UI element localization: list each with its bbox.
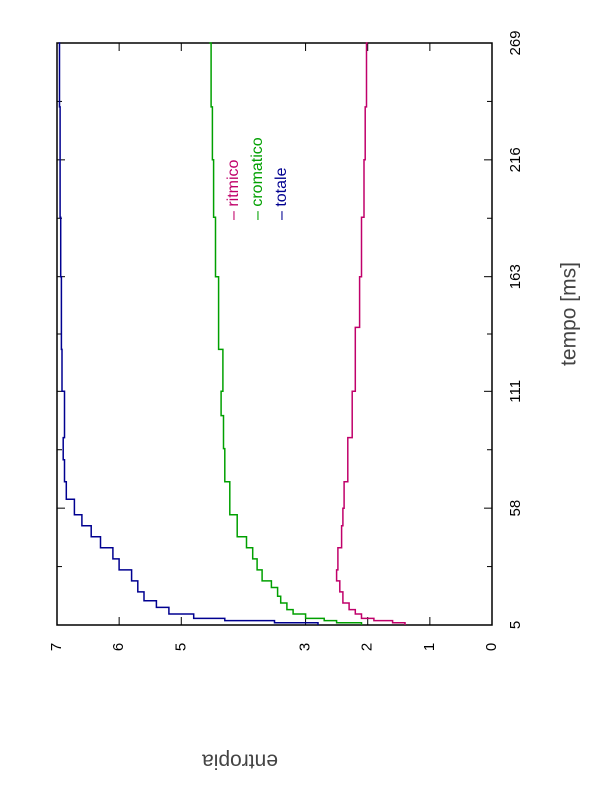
y-tick-label: 2 [359, 643, 376, 651]
plot-frame [56, 42, 493, 626]
x-tick-label: 111 [507, 380, 524, 403]
legend-entry-ritmico: – ritmico [225, 159, 242, 220]
x-tick-label: 269 [507, 30, 524, 55]
x-tick-label: 216 [507, 147, 524, 172]
y-tick-label: 6 [110, 643, 127, 651]
series-line-cromatico [209, 42, 363, 625]
legend-entry-cromatico: – cromatico [249, 137, 266, 220]
y-tick-label: 1 [421, 643, 438, 651]
y-tick-label: 0 [483, 643, 500, 651]
y-tick-label: 3 [297, 643, 314, 651]
y-tick-label: 5 [172, 643, 189, 651]
x-tick-label: 58 [507, 500, 524, 517]
plot-area: 5 58 111 163 216 269 0 1 2 3 5 6 7 tempo [ms] entropia… [48, 30, 581, 772]
series-line-totale [58, 42, 319, 625]
x-tick-label: 5 [507, 621, 524, 629]
x-axis-title: tempo [ms] [558, 262, 581, 366]
legend-entry-totale: – totale [273, 167, 290, 220]
series-line-ritmico [335, 42, 406, 625]
x-tick-label: 163 [507, 264, 524, 289]
y-axis-title: entropia [202, 749, 278, 772]
y-tick-label: 7 [48, 643, 65, 651]
